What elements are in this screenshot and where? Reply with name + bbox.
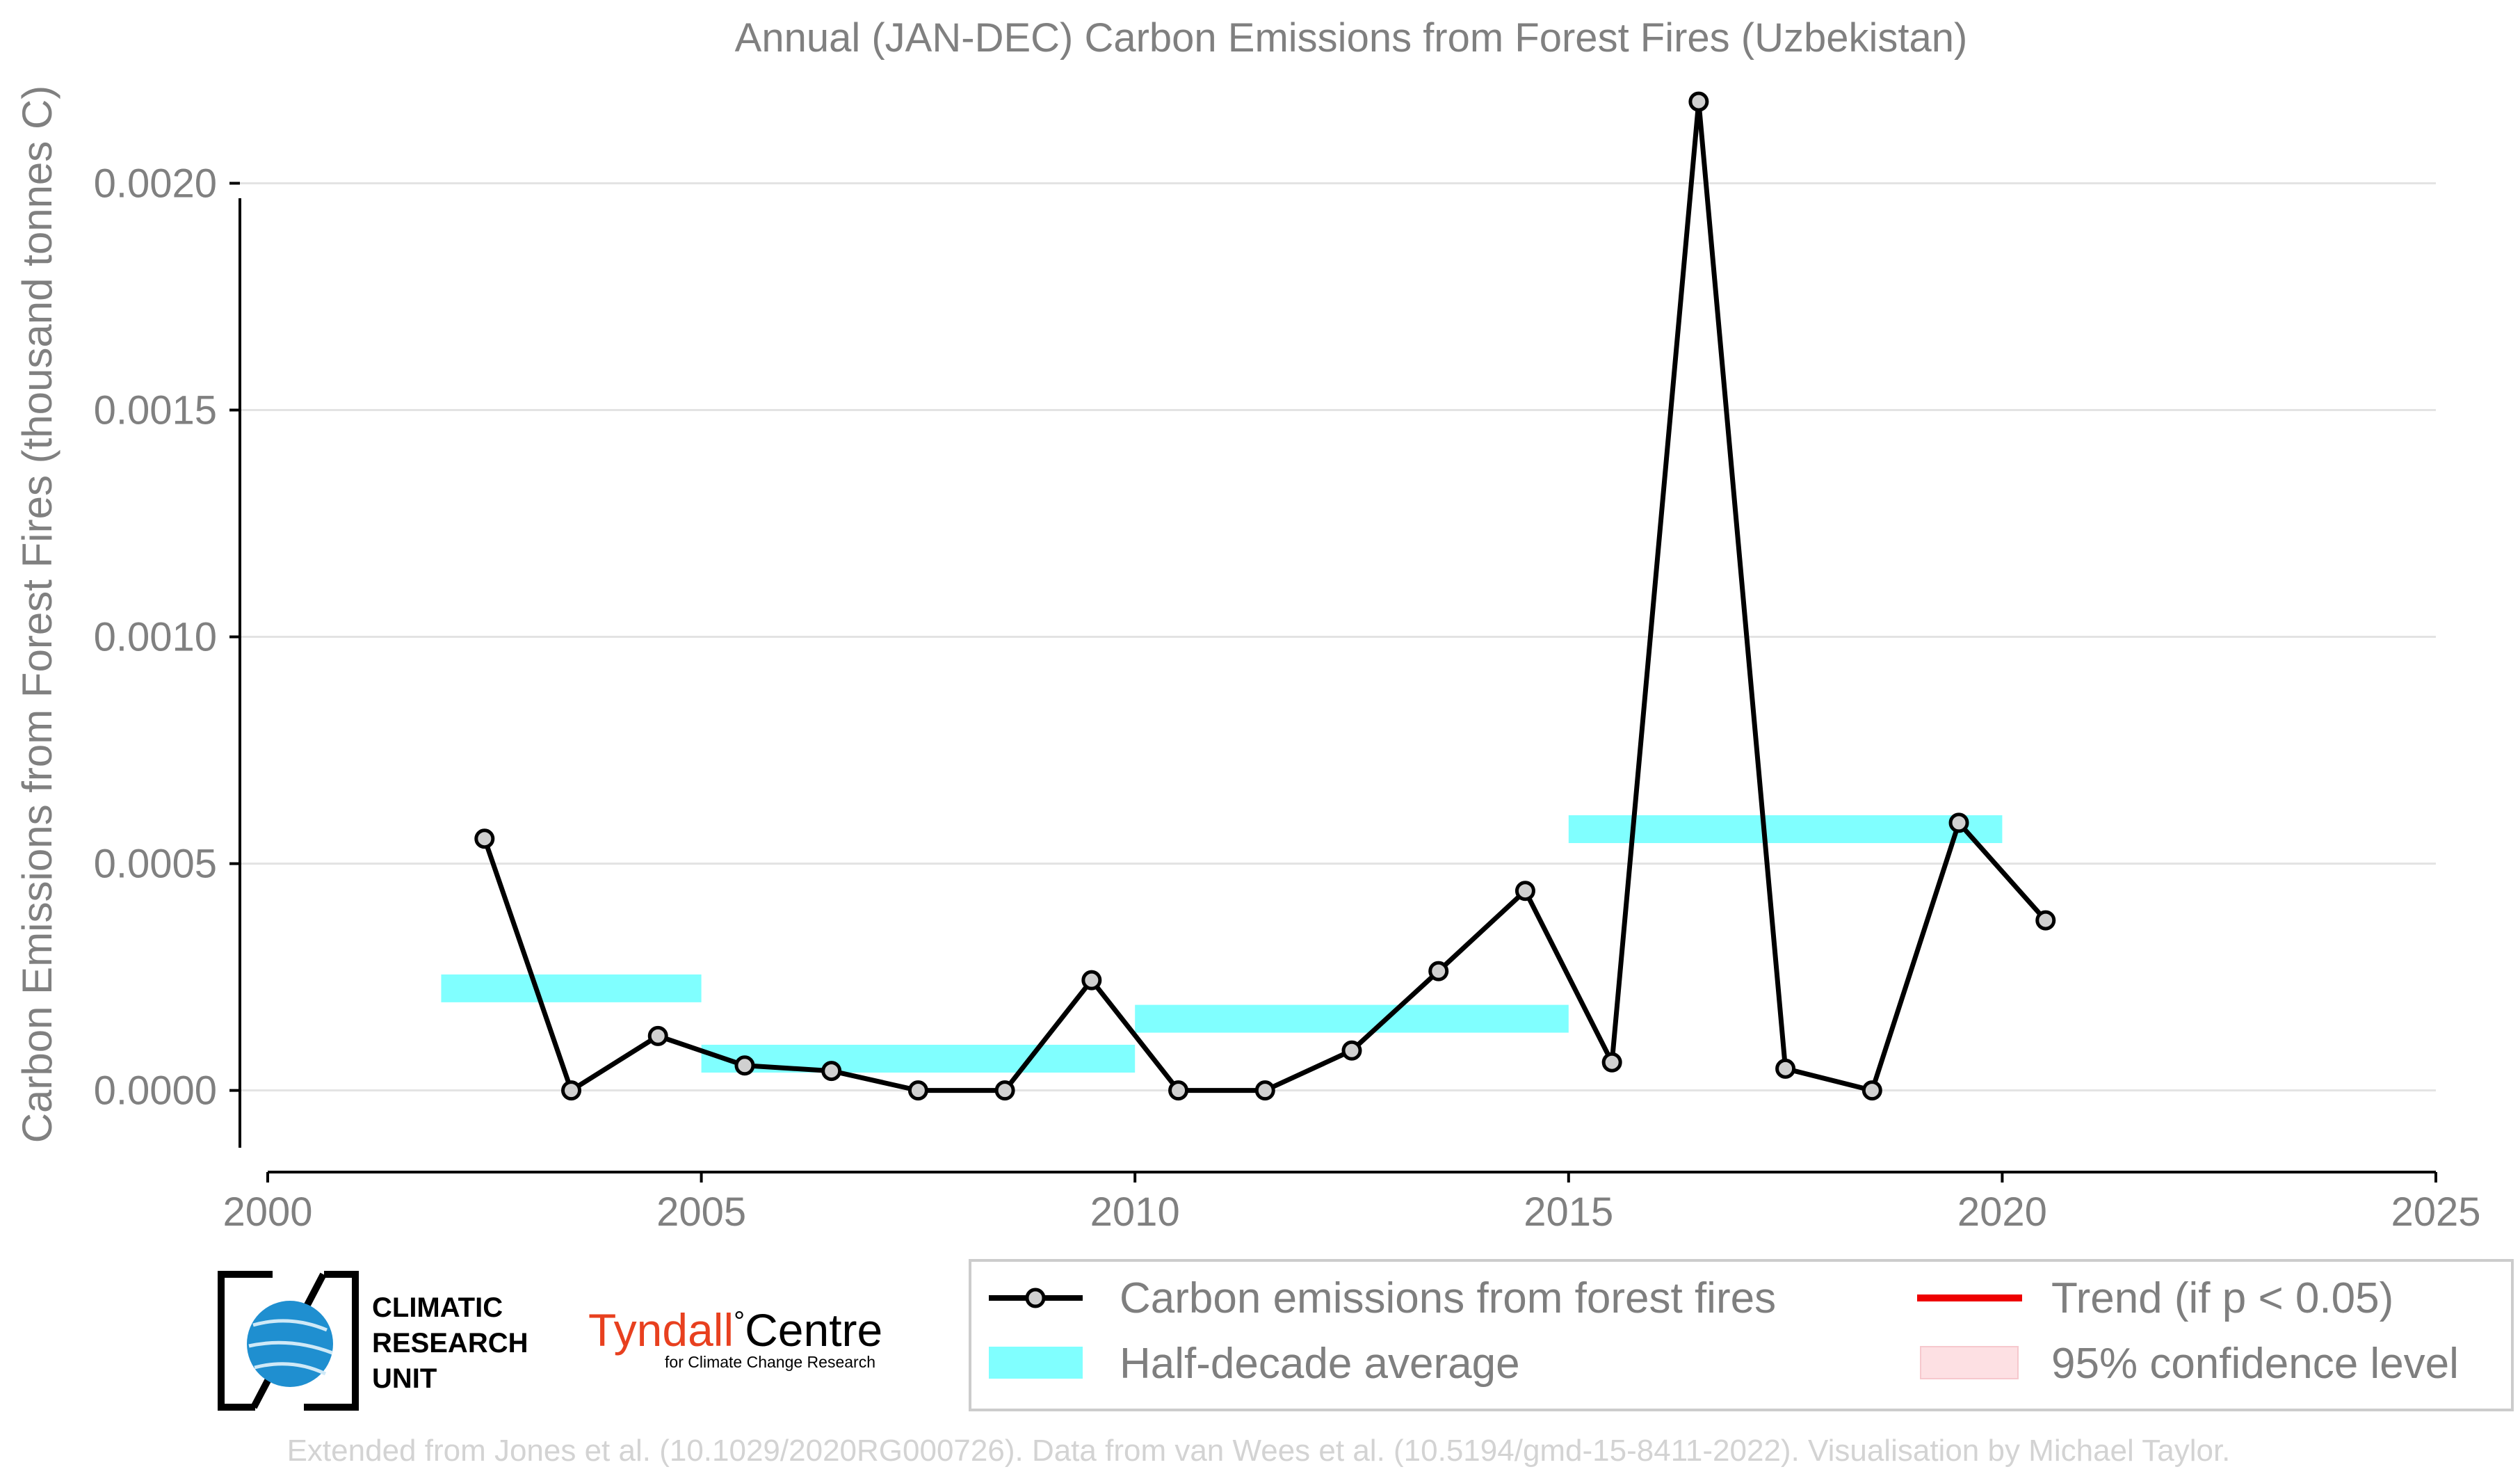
y-tick-labels: 0.0000 0.0005 0.0010 0.0015 0.0020 bbox=[94, 161, 217, 1113]
series-line bbox=[482, 99, 2048, 1093]
x-tick-label: 2015 bbox=[1524, 1189, 1613, 1235]
x-tick-label: 2000 bbox=[223, 1189, 312, 1235]
series-carbon-emissions bbox=[474, 91, 2056, 1101]
legend-label-confidence: 95% confidence level bbox=[2051, 1340, 2459, 1388]
legend: Carbon emissions from forest fires Trend… bbox=[969, 1259, 2514, 1411]
x-tick-label: 2020 bbox=[1957, 1189, 2047, 1235]
data-point bbox=[1168, 1080, 1189, 1101]
half-decade-bar bbox=[1135, 1004, 1569, 1033]
data-point bbox=[1341, 1040, 1362, 1061]
data-point bbox=[647, 1025, 668, 1046]
cru-logo: CLIMATIC RESEARCH UNIT bbox=[218, 1271, 536, 1411]
x-tick-labels: 2000 2005 2010 2015 2020 2025 bbox=[223, 1189, 2480, 1235]
legend-item-half-decade: Half-decade average bbox=[989, 1340, 1520, 1388]
data-point bbox=[1601, 1052, 1622, 1073]
legend-label-carbon-emissions: Carbon emissions from forest fires bbox=[1120, 1274, 1776, 1322]
tyndall-centre-word: Centre bbox=[745, 1304, 882, 1356]
x-tick-label: 2010 bbox=[1090, 1189, 1180, 1235]
data-point bbox=[1948, 812, 1969, 833]
footer-credit: Extended from Jones et al. (10.1029/2020… bbox=[287, 1434, 2231, 1468]
cru-text-line1: CLIMATIC bbox=[372, 1292, 503, 1323]
data-point bbox=[1081, 970, 1102, 991]
data-point bbox=[907, 1080, 928, 1101]
y-axis-label: Carbon Emissions from Forest Fires (thou… bbox=[14, 86, 60, 1144]
data-point bbox=[994, 1080, 1015, 1101]
data-point bbox=[1254, 1080, 1275, 1101]
svg-text:CLIMATIC RESEARCH: CLIMATIC RESEARCH UNIT bbox=[372, 1292, 536, 1394]
x-tick-label: 2005 bbox=[656, 1189, 746, 1235]
data-point bbox=[2035, 910, 2056, 931]
data-point bbox=[1688, 91, 1709, 112]
data-point bbox=[561, 1080, 582, 1101]
tyndall-degree: ° bbox=[734, 1306, 745, 1337]
legend-label-trend: Trend (if p < 0.05) bbox=[2051, 1274, 2393, 1322]
legend-item-trend: Trend (if p < 0.05) bbox=[1917, 1274, 2393, 1322]
data-point bbox=[734, 1055, 755, 1076]
y-tick-label: 0.0005 bbox=[94, 842, 217, 887]
x-tick-label: 2025 bbox=[2391, 1189, 2480, 1235]
legend-item-carbon-emissions: Carbon emissions from forest fires bbox=[989, 1274, 1776, 1322]
svg-text:Tyndall°Centre: Tyndall°Centre bbox=[588, 1304, 882, 1356]
data-point bbox=[821, 1061, 842, 1082]
y-tick-label: 0.0015 bbox=[94, 388, 217, 433]
data-point bbox=[1428, 961, 1449, 981]
half-decade-bar bbox=[1568, 815, 2003, 844]
y-tick-label: 0.0000 bbox=[94, 1068, 217, 1114]
legend-frame bbox=[969, 1259, 2514, 1411]
cru-text-line2: RESEARCH bbox=[372, 1328, 528, 1358]
legend-item-confidence: 95% confidence level bbox=[1920, 1340, 2459, 1388]
gridlines bbox=[236, 182, 2436, 1092]
data-point bbox=[1775, 1058, 1796, 1079]
data-point bbox=[1861, 1080, 1882, 1101]
chart-title: Annual (JAN-DEC) Carbon Emissions from F… bbox=[735, 15, 1968, 61]
tyndall-word: Tyndall bbox=[588, 1304, 734, 1356]
axes bbox=[229, 182, 2437, 1183]
cru-text-line3: UNIT bbox=[372, 1363, 437, 1394]
y-tick-label: 0.0020 bbox=[94, 161, 217, 206]
data-point bbox=[474, 828, 495, 849]
half-decade-bar bbox=[441, 974, 702, 1002]
tyndall-subtitle: for Climate Change Research bbox=[665, 1353, 875, 1371]
data-point bbox=[1515, 881, 1535, 901]
y-tick-label: 0.0010 bbox=[94, 615, 217, 660]
half-decade-bars bbox=[441, 815, 2003, 1073]
tyndall-logo: Tyndall°Centre for Climate Change Resear… bbox=[588, 1304, 882, 1371]
legend-label-half-decade: Half-decade average bbox=[1120, 1340, 1520, 1388]
